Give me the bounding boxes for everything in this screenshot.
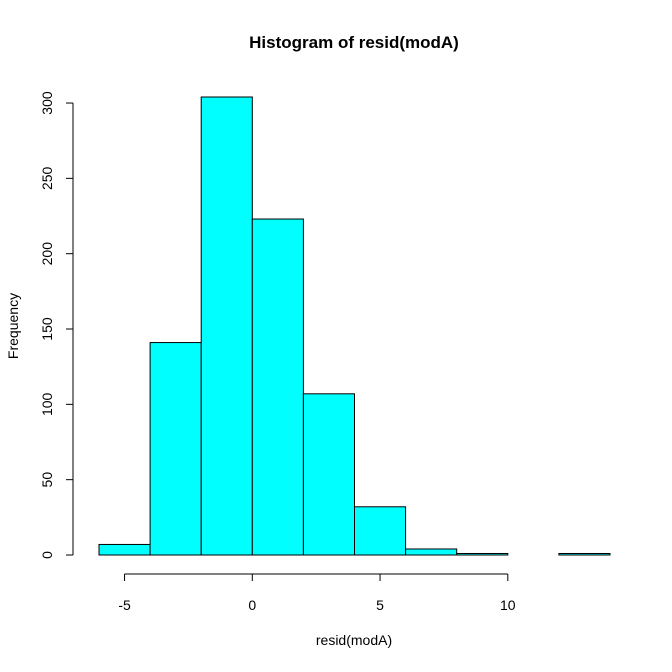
y-tick-label: 100: [39, 392, 55, 416]
bars-group: [98, 96, 611, 556]
y-tick-label: 300: [39, 91, 55, 115]
x-tick-label: -5: [118, 597, 131, 613]
histogram-bar-2: [200, 96, 253, 556]
x-tick-label: 0: [248, 597, 256, 613]
histogram-bar-9: [558, 552, 611, 556]
y-tick-label: 50: [39, 472, 55, 488]
histogram-bar-4: [302, 393, 355, 556]
histogram-bar-0: [98, 543, 151, 556]
y-tick-label: 0: [39, 551, 55, 559]
y-tick-label: 250: [39, 166, 55, 190]
histogram-bar-7: [456, 552, 509, 556]
x-tick-label: 10: [500, 597, 516, 613]
histogram-bar-3: [251, 218, 304, 556]
histogram-bar-6: [405, 548, 458, 556]
y-axis-label: Frequency: [5, 293, 21, 359]
histogram-bar-1: [149, 342, 202, 556]
y-axis: 0 50 100 150 200 250 300: [39, 91, 74, 559]
y-tick-label: 150: [39, 317, 55, 341]
x-axis: -5 0 5 10: [118, 573, 516, 613]
y-tick-label: 200: [39, 242, 55, 266]
chart-title: Histogram of resid(modA): [249, 33, 459, 52]
x-axis-label: resid(modA): [316, 632, 392, 648]
histogram-bar-5: [354, 506, 407, 556]
x-tick-label: 5: [376, 597, 384, 613]
